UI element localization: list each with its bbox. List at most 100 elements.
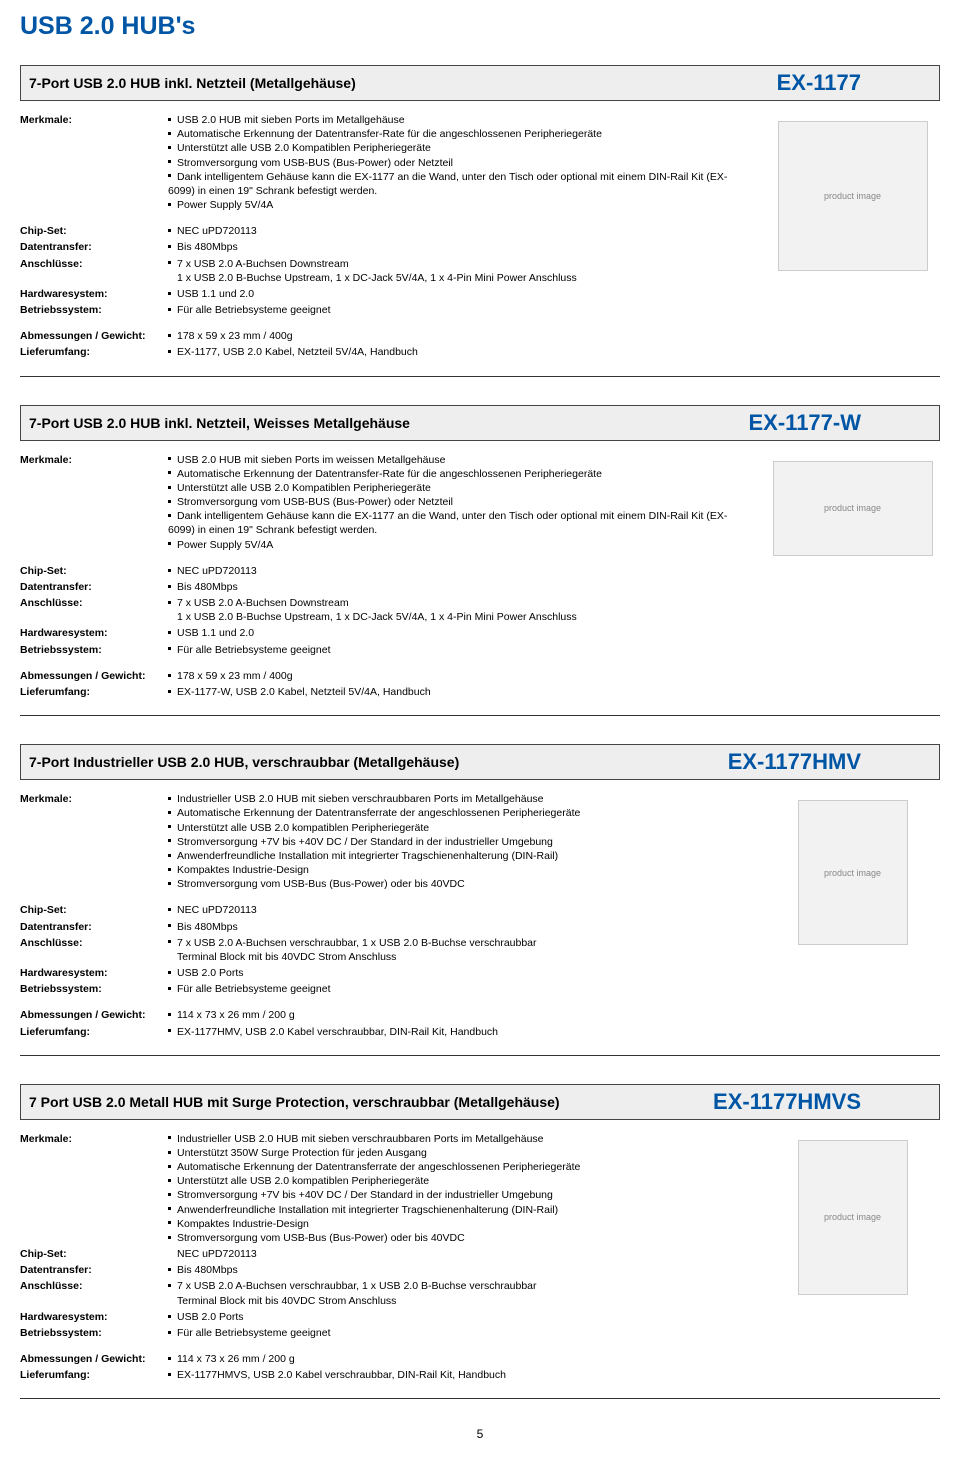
bullet-item: Stromversorgung vom USB-Bus (Bus-Power) … (168, 877, 749, 891)
product-title-bar: 7-Port USB 2.0 HUB inkl. Netzteil, Weiss… (20, 405, 940, 441)
spec-row: Anschlüsse:7 x USB 2.0 A-Buchsen Downstr… (20, 257, 749, 285)
spec-label: Anschlüsse: (20, 257, 168, 285)
spec-label: Hardwaresystem: (20, 966, 168, 980)
bullet-item: Bis 480Mbps (168, 920, 749, 934)
spec-label: Merkmale: (20, 792, 168, 891)
spec-value: EX-1177-W, USB 2.0 Kabel, Netzteil 5V/4A… (168, 685, 749, 699)
bullet-item: 7 x USB 2.0 A-Buchsen Downstream (168, 596, 749, 610)
spec-value-extra: Terminal Block mit bis 40VDC Strom Ansch… (168, 1294, 749, 1308)
bullet-item: Unterstützt alle USB 2.0 Kompatiblen Per… (168, 481, 749, 495)
spec-value: USB 2.0 HUB mit sieben Ports im weissen … (168, 453, 749, 552)
spec-row: Abmessungen / Gewicht:178 x 59 x 23 mm /… (20, 669, 749, 683)
spec-value: 7 x USB 2.0 A-Buchsen verschraubbar, 1 x… (168, 936, 749, 964)
bullet-item: Unterstützt alle USB 2.0 kompatiblen Per… (168, 821, 749, 835)
bullet-item: Power Supply 5V/4A (168, 538, 749, 552)
spec-row: Betriebssystem:Für alle Betriebsysteme g… (20, 303, 749, 317)
spec-row: Hardwaresystem:USB 2.0 Ports (20, 966, 749, 980)
spec-value: USB 2.0 Ports (168, 966, 749, 980)
spec-value: Bis 480Mbps (168, 1263, 749, 1277)
bullet-item: Power Supply 5V/4A (168, 198, 749, 212)
spec-value: USB 1.1 und 2.0 (168, 287, 749, 301)
spec-label: Lieferumfang: (20, 685, 168, 699)
spec-label: Lieferumfang: (20, 345, 168, 359)
spec-row: Lieferumfang:EX-1177, USB 2.0 Kabel, Net… (20, 345, 749, 359)
spec-label: Merkmale: (20, 1132, 168, 1245)
spec-value: Für alle Betriebsysteme geeignet (168, 1326, 749, 1340)
spec-row: Anschlüsse:7 x USB 2.0 A-Buchsen verschr… (20, 936, 749, 964)
product-title-bar: 7-Port Industrieller USB 2.0 HUB, versch… (20, 744, 940, 780)
bullet-item: Automatische Erkennung der Datentransfer… (168, 127, 749, 141)
spec-row: Merkmale:USB 2.0 HUB mit sieben Ports im… (20, 113, 749, 212)
bullet-item: 178 x 59 x 23 mm / 400g (168, 669, 749, 683)
spec-row: Lieferumfang:EX-1177HMVS, USB 2.0 Kabel … (20, 1368, 749, 1382)
product-title-bar: 7-Port USB 2.0 HUB inkl. Netzteil (Metal… (20, 65, 940, 101)
bullet-item: Stromversorgung vom USB-BUS (Bus-Power) … (168, 495, 749, 509)
spec-row: Lieferumfang:EX-1177-W, USB 2.0 Kabel, N… (20, 685, 749, 699)
spec-row: Merkmale:Industrieller USB 2.0 HUB mit s… (20, 792, 749, 891)
spec-label: Anschlüsse: (20, 936, 168, 964)
page-number: 5 (20, 1427, 940, 1441)
bullet-item: USB 1.1 und 2.0 (168, 287, 749, 301)
bullet-item: 7 x USB 2.0 A-Buchsen verschraubbar, 1 x… (168, 936, 749, 950)
bullet-item: USB 2.0 HUB mit sieben Ports im Metallge… (168, 113, 749, 127)
spec-label: Merkmale: (20, 453, 168, 552)
product-title: 7-Port USB 2.0 HUB inkl. Netzteil, Weiss… (29, 415, 410, 431)
spec-label: Hardwaresystem: (20, 287, 168, 301)
spec-label: Chip-Set: (20, 564, 168, 578)
spec-value: NEC uPD720113 (168, 903, 749, 917)
spec-row: Datentransfer:Bis 480Mbps (20, 920, 749, 934)
spec-label: Betriebssystem: (20, 303, 168, 317)
spec-value: 7 x USB 2.0 A-Buchsen verschraubbar, 1 x… (168, 1279, 749, 1307)
spec-row: Chip-Set:NEC uPD720113 (20, 224, 749, 238)
product-image-slot: product image (765, 113, 940, 362)
bullet-item: Automatische Erkennung der Datentransfer… (168, 806, 749, 820)
spec-row: Betriebssystem:Für alle Betriebsysteme g… (20, 643, 749, 657)
spec-label: Abmessungen / Gewicht: (20, 669, 168, 683)
spec-value: 7 x USB 2.0 A-Buchsen Downstream1 x USB … (168, 257, 749, 285)
product-title: 7-Port Industrieller USB 2.0 HUB, versch… (29, 754, 459, 770)
page-title: USB 2.0 HUB's (20, 12, 940, 41)
product-model: EX-1177 (777, 70, 931, 96)
spec-row: Hardwaresystem:USB 2.0 Ports (20, 1310, 749, 1324)
spec-label: Abmessungen / Gewicht: (20, 1008, 168, 1022)
spec-value: Für alle Betriebsysteme geeignet (168, 643, 749, 657)
product-image: product image (778, 121, 928, 271)
spec-label: Lieferumfang: (20, 1025, 168, 1039)
spec-value: 114 x 73 x 26 mm / 200 g (168, 1008, 749, 1022)
spec-value: 114 x 73 x 26 mm / 200 g (168, 1352, 749, 1366)
spec-label: Datentransfer: (20, 1263, 168, 1277)
spec-value: USB 1.1 und 2.0 (168, 626, 749, 640)
spec-row: Chip-Set:NEC uPD720113 (20, 1247, 749, 1261)
bullet-item: Bis 480Mbps (168, 580, 749, 594)
product-image: product image (773, 461, 933, 556)
bullet-item: USB 1.1 und 2.0 (168, 626, 749, 640)
bullet-item: 114 x 73 x 26 mm / 200 g (168, 1008, 749, 1022)
spec-label: Chip-Set: (20, 903, 168, 917)
bullet-item: Unterstützt 350W Surge Protection für je… (168, 1146, 749, 1160)
bullet-item: NEC uPD720113 (168, 903, 749, 917)
bullet-item: Dank intelligentem Gehäuse kann die EX-1… (168, 509, 749, 537)
bullet-item: 7 x USB 2.0 A-Buchsen Downstream (168, 257, 749, 271)
product-image-slot: product image (765, 792, 940, 1041)
spec-value: Industrieller USB 2.0 HUB mit sieben ver… (168, 1132, 749, 1245)
spec-row: Abmessungen / Gewicht:178 x 59 x 23 mm /… (20, 329, 749, 343)
bullet-item: Kompaktes Industrie-Design (168, 863, 749, 877)
bullet-item: Unterstützt alle USB 2.0 kompatiblen Per… (168, 1174, 749, 1188)
product-title: 7 Port USB 2.0 Metall HUB mit Surge Prot… (29, 1094, 560, 1110)
spec-label: Abmessungen / Gewicht: (20, 329, 168, 343)
divider (20, 715, 940, 716)
spec-row: Chip-Set:NEC uPD720113 (20, 903, 749, 917)
spec-value: EX-1177, USB 2.0 Kabel, Netzteil 5V/4A, … (168, 345, 749, 359)
spec-value: USB 2.0 Ports (168, 1310, 749, 1324)
spec-label: Datentransfer: (20, 240, 168, 254)
spec-row: Lieferumfang:EX-1177HMV, USB 2.0 Kabel v… (20, 1025, 749, 1039)
bullet-item: Stromversorgung vom USB-BUS (Bus-Power) … (168, 156, 749, 170)
divider (20, 1055, 940, 1056)
spec-row: Datentransfer:Bis 480Mbps (20, 1263, 749, 1277)
bullet-item: Stromversorgung +7V bis +40V DC / Der St… (168, 835, 749, 849)
bullet-item: Stromversorgung +7V bis +40V DC / Der St… (168, 1188, 749, 1202)
spec-value: Für alle Betriebsysteme geeignet (168, 982, 749, 996)
spec-row: Anschlüsse:7 x USB 2.0 A-Buchsen verschr… (20, 1279, 749, 1307)
spec-value: NEC uPD720113 (168, 564, 749, 578)
bullet-item: NEC uPD720113 (168, 224, 749, 238)
